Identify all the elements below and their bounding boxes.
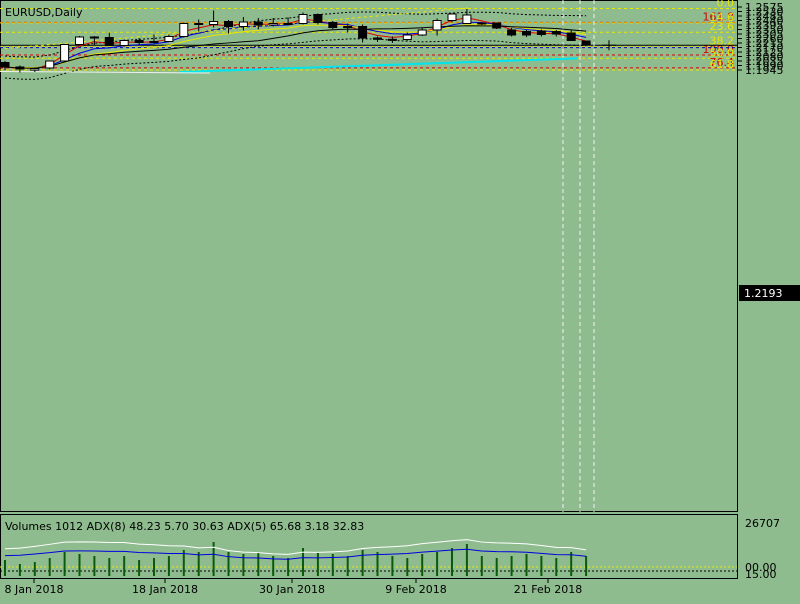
current-price-box [739,285,800,301]
price-tick-label: 1.1990 [745,60,784,73]
candle-body [149,41,159,43]
lower-band-line [4,38,587,80]
candle-body [30,68,40,71]
candle-body [45,60,55,69]
candle-body [477,22,487,25]
current-price-label: 1.2193 [744,287,783,300]
price-tick-label: 1.2440 [745,15,784,28]
candle-body [60,44,70,62]
envelope-bands [4,11,587,80]
candle-body [387,38,397,41]
price-tick-label: 1.1945 [745,64,784,77]
main-panel-frame [0,0,738,512]
candle-body [209,21,219,25]
candle-body [75,36,84,45]
candle-body [15,66,25,70]
candle-body [298,14,308,24]
price-tick-label: 1.2530 [745,6,784,19]
candle-body [89,36,99,39]
candle-body [447,13,457,21]
candle-body [119,40,129,46]
candle-body [134,40,144,43]
candle-body [224,21,233,27]
moving-averages [4,17,587,69]
adx-line [4,539,587,555]
candle-body [536,30,546,35]
candle-body [238,21,248,27]
candle-body [179,23,189,37]
candle-body [432,20,442,31]
fib-level-label: 61.8 [710,58,735,71]
candle-body [0,62,10,68]
indicator-panel-frame [0,514,738,579]
candle-body [462,14,472,24]
date-tick-label: 9 Feb 2018 [385,583,446,596]
price-tick-label: 1.2035 [745,55,784,68]
candle-body [522,31,531,36]
mid-ma-line [4,21,587,69]
candle-body [164,36,174,42]
volume-tick-label: 15.00 [745,568,777,581]
candle-body [492,22,502,29]
price-tick-label: 1.2350 [745,24,784,37]
candle-body [358,26,368,39]
fib-level-label: 100.0 [703,43,735,56]
date-tick-label: 18 Jan 2018 [132,583,198,596]
candles[interactable] [0,9,616,73]
candle-body [507,29,517,36]
date-tick-label: 8 Jan 2018 [5,583,64,596]
candle-body [328,22,338,28]
trendline-cyan [179,57,579,73]
candle-body [402,34,412,40]
candle-body [343,26,353,28]
chart-title: EURUSD,Daily [5,6,83,19]
date-axis: 8 Jan 2018 18 Jan 2018 30 Jan 2018 9 Feb 20… [5,578,582,596]
fib-level-label: 161.8 [703,10,735,23]
fib-level-label: 0.0 [717,0,735,10]
fib-level-label: 38.2 [710,35,735,48]
price-tick-label: 1.2575 [745,1,784,14]
price-tick-label: 1.2260 [745,33,784,46]
volume-tick-label: 26707 [745,517,780,530]
candle-body [373,37,382,40]
fast-ma-line [4,17,587,69]
fib-level-label: 23.6 [710,20,735,33]
date-tick-label: 30 Jan 2018 [259,583,325,596]
volume-tick-label: 00.00 [745,561,777,574]
price-tick-label: 1.2125 [745,46,784,59]
candle-body [417,29,427,36]
date-tick-label: 21 Feb 2018 [514,583,582,596]
di-line [4,548,587,560]
price-tick-label: 1.2170 [745,42,784,55]
price-tick-label: 1.2215 [745,37,784,50]
candle-body [194,23,204,25]
price-tick-label: 1.2080 [745,51,784,64]
long-ma-line [4,25,587,69]
slow-ma-line [4,24,587,69]
candle-body [551,31,561,35]
price-tick-label: 1.2485 [745,10,784,23]
fib-level-label: 76.4 [710,56,735,69]
fib-level-label: 14.6 [710,11,735,24]
upper-band-line [4,11,587,58]
fib-level-label: 50.0 [710,46,735,59]
candle-body [104,37,114,46]
candle-body [283,23,293,25]
candle-body [313,14,323,23]
price-axis: 1.25751.25301.24851.24401.23951.23501.23… [737,1,784,77]
candle-body [581,40,591,46]
indicator-label: Volumes 1012 ADX(8) 48.23 5.70 30.63 ADX… [5,520,364,533]
candle-body [253,21,263,26]
candle-body [566,32,576,41]
candle-body [268,23,278,26]
price-tick-label: 1.2305 [745,28,784,41]
price-tick-label: 1.2395 [745,19,784,32]
